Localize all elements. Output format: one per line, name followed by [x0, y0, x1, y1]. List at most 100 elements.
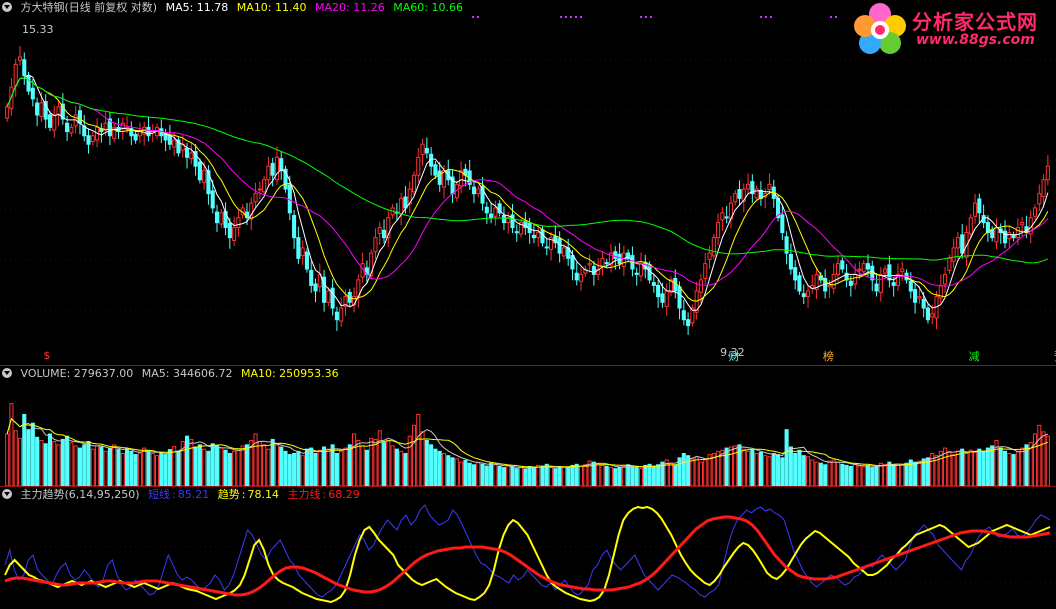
volume-bar: [240, 445, 245, 487]
candle: [304, 251, 309, 270]
candle: [236, 217, 241, 229]
candle: [553, 235, 558, 244]
volume-bar: [973, 451, 978, 487]
volume-bar: [283, 450, 288, 487]
candle: [270, 162, 275, 176]
volume-bar: [865, 464, 871, 487]
candle: [441, 170, 447, 188]
volume-bar: [754, 453, 759, 487]
volume-bar: [356, 440, 361, 487]
volume-bar: [133, 454, 138, 487]
candle: [262, 179, 267, 193]
ma5-line: [6, 74, 1049, 311]
volume-bar: [69, 442, 74, 487]
volume-bar: [30, 422, 35, 487]
volume-bar: [266, 448, 271, 487]
volume-bar: [583, 464, 588, 487]
volume-bar: [381, 442, 387, 487]
volume-bar: [86, 441, 91, 487]
indicator-header: 主力趋势(6,14,95,250) 短线:85.21 趋势:78.14 主力线:…: [2, 488, 365, 502]
volume-bar: [643, 464, 648, 487]
volume-bar: [848, 466, 853, 487]
candle: [570, 255, 575, 270]
volume-bar: [244, 444, 250, 487]
volume-bar: [519, 467, 524, 487]
candle: [656, 284, 661, 298]
candle: [339, 307, 344, 322]
candle: [1007, 232, 1012, 240]
candle: [805, 290, 811, 298]
volume-bar: [814, 461, 819, 487]
volume-bar: [154, 455, 160, 487]
volume-ma5-line: [6, 417, 1049, 469]
volume-bar: [17, 437, 23, 487]
candle: [411, 174, 417, 193]
price-panel: 方大特钢(日线 前复权 对数) MA5: 11.78 MA10: 11.40 M…: [0, 0, 1056, 366]
volume-chart[interactable]: [0, 366, 1056, 487]
volume-bar: [1007, 453, 1012, 487]
candle: [827, 284, 832, 288]
candle: [30, 87, 35, 100]
candle: [591, 265, 596, 275]
candle: [13, 63, 18, 87]
candle: [172, 139, 177, 148]
indicator-title: 主力趋势(6,14,95,250): [20, 488, 140, 501]
indicator-chart[interactable]: [0, 487, 1056, 609]
volume-bar: [531, 466, 536, 487]
volume-bar: [137, 452, 142, 487]
candle: [737, 189, 742, 199]
volume-bar: [90, 448, 95, 487]
candle: [1037, 193, 1042, 205]
volume-bar: [514, 468, 519, 487]
volume-bar: [1015, 450, 1020, 487]
volume-bar: [47, 433, 53, 487]
volume-bar: [998, 447, 1003, 487]
candle: [921, 298, 926, 309]
volume-bar: [116, 449, 121, 487]
volume-bar: [780, 457, 785, 487]
candle: [501, 215, 506, 224]
site-logo: 分析家公式网 www.88gs.com: [850, 0, 1056, 56]
ma20-line: [6, 77, 1049, 287]
logo-url: www.88gs.com: [916, 32, 1035, 48]
candle: [519, 222, 524, 235]
candle: [369, 252, 374, 277]
candle: [326, 290, 331, 303]
dropdown-icon[interactable]: [2, 368, 12, 378]
volume-bar: [574, 463, 579, 487]
candle: [506, 217, 511, 224]
volume-bar: [951, 454, 956, 487]
candle: [322, 276, 327, 303]
candle: [497, 203, 502, 214]
candle: [343, 296, 348, 308]
candle: [60, 103, 65, 120]
volume-bar: [883, 463, 888, 487]
volume-bar: [227, 453, 232, 487]
volume-bar: [1041, 431, 1046, 487]
ma20-readout: MA20: 11.26: [315, 1, 385, 14]
ma60-line: [6, 77, 1049, 264]
volume-bar: [904, 462, 909, 487]
candle: [47, 114, 53, 128]
candle: [232, 227, 237, 241]
price-chart[interactable]: 15.33 9.32 $ 财 榜 减 预: [0, 0, 1056, 366]
candle: [621, 252, 626, 267]
candle: [574, 272, 579, 281]
candle: [210, 190, 215, 209]
dropdown-icon[interactable]: [2, 2, 12, 12]
candle: [197, 161, 202, 181]
candle: [43, 100, 48, 120]
volume-bar: [219, 447, 224, 487]
candle: [865, 263, 871, 270]
dropdown-icon[interactable]: [2, 489, 12, 499]
flower-logo-icon: [854, 3, 906, 54]
volume-bar: [985, 447, 990, 487]
volume-bar: [823, 464, 828, 487]
candle: [65, 122, 70, 133]
volume-bar: [536, 464, 541, 487]
volume-bar: [184, 435, 190, 487]
candle: [857, 268, 862, 271]
volume-bar: [484, 465, 489, 487]
volume-bar: [608, 467, 614, 487]
candle: [489, 213, 494, 219]
